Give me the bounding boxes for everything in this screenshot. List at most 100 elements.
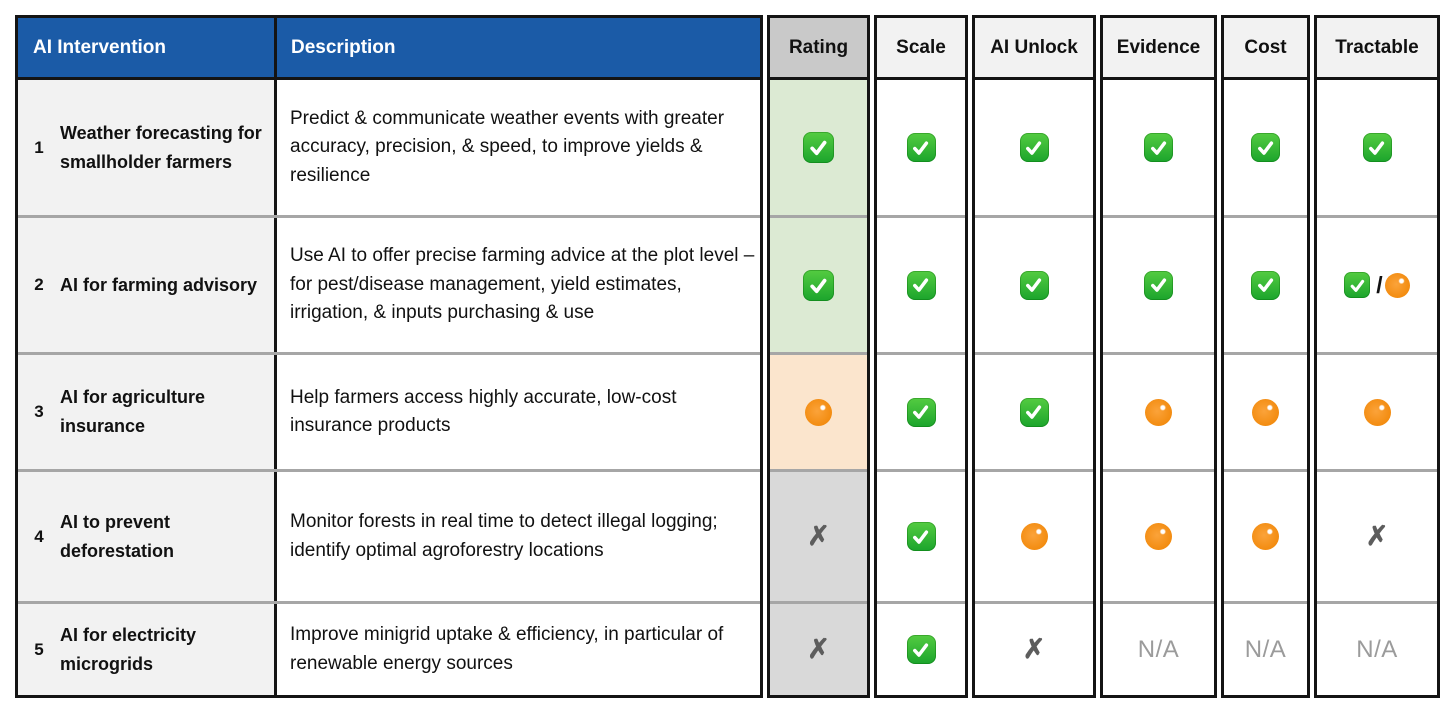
row-number: 5	[34, 639, 44, 659]
row-number: 4	[34, 526, 44, 546]
scale-cell	[877, 80, 965, 215]
column-ai_unlock: AI Unlock ✗	[972, 15, 1096, 698]
table-row: 4 AI to prevent deforestation Monitor fore…	[18, 469, 760, 601]
slash-separator: /	[1376, 271, 1383, 298]
cell-value	[1019, 397, 1049, 427]
header-ai-intervention-label: AI Intervention	[33, 36, 167, 58]
scale-cell	[877, 215, 965, 352]
intervention-title: AI for electricity microgrids	[60, 624, 197, 674]
orange-circle-icon	[1145, 398, 1172, 426]
cell-value	[1020, 523, 1048, 550]
green-check-icon	[906, 133, 936, 162]
description-text: Help farmers access highly accurate, low…	[290, 386, 677, 437]
header-description-label: Description	[291, 36, 396, 58]
cost-cell: N/A	[1224, 601, 1307, 695]
rating-cell	[770, 215, 867, 352]
orange-circle-icon	[1252, 523, 1279, 550]
table-header-row: AI Intervention Description	[18, 18, 760, 80]
intervention-cell: 3 AI for agriculture insurance	[18, 355, 277, 469]
cell-value: N/A	[1245, 636, 1287, 664]
description-text: Monitor forests in real time to detect i…	[290, 511, 718, 561]
cell-value	[1252, 523, 1279, 550]
description-cell: Use AI to offer precise farming advice a…	[277, 218, 760, 352]
column-header-ai_unlock: AI Unlock	[975, 18, 1093, 80]
tractable-cell	[1317, 352, 1437, 469]
intervention-cell: 4 AI to prevent deforestation	[18, 472, 277, 601]
green-check-icon	[1019, 133, 1049, 162]
table-row: 1 Weather forecasting for smallholder far…	[18, 80, 760, 215]
scale-cell	[877, 352, 965, 469]
gray-cross-icon: ✗	[807, 634, 830, 664]
column-header-cost: Cost	[1224, 18, 1307, 80]
column-tractable: Tractable / ✗ N/A	[1314, 15, 1440, 698]
gray-cross-icon: ✗	[1022, 634, 1046, 664]
cell-value	[1362, 133, 1392, 162]
na-label: N/A	[1356, 635, 1398, 663]
intervention-cell: 1 Weather forecasting for smallholder far…	[18, 80, 277, 215]
cell-value: N/A	[1356, 636, 1398, 664]
green-check-icon	[906, 635, 936, 664]
header-ai-intervention: AI Intervention	[18, 18, 277, 77]
tractable-cell	[1317, 80, 1437, 215]
rating-cell: ✗	[770, 601, 867, 695]
column-header-rating: Rating	[770, 18, 867, 80]
green-check-icon	[906, 270, 936, 300]
cell-value	[805, 398, 832, 426]
cell-value: ✗	[1023, 636, 1046, 663]
scale-cell	[877, 601, 965, 695]
green-check-icon	[803, 132, 834, 163]
rating-cell	[770, 80, 867, 215]
orange-circle-icon	[1363, 398, 1391, 426]
cell-value	[1144, 133, 1173, 162]
green-check-icon	[1344, 272, 1371, 298]
description-text: Improve minigrid uptake & efficiency, in…	[290, 624, 724, 674]
evidence-cell	[1103, 215, 1214, 352]
cell-value	[1144, 270, 1173, 300]
table-body-left: 1 Weather forecasting for smallholder far…	[18, 80, 760, 695]
evidence-cell	[1103, 352, 1214, 469]
green-check-icon	[1144, 133, 1173, 162]
cell-value	[1019, 133, 1049, 162]
description-cell: Improve minigrid uptake & efficiency, in…	[277, 604, 760, 695]
column-header-evidence: Evidence	[1103, 18, 1214, 80]
na-label: N/A	[1244, 635, 1287, 663]
column-evidence: Evidence N/A	[1100, 15, 1217, 698]
intervention-title: Weather forecasting for smallholder farm…	[60, 122, 262, 172]
description-cell: Monitor forests in real time to detect i…	[277, 472, 760, 601]
cell-value	[906, 270, 936, 300]
ai_unlock-cell: ✗	[975, 601, 1093, 695]
orange-circle-icon	[1020, 523, 1048, 550]
column-header-tractable: Tractable	[1317, 18, 1437, 80]
green-check-icon	[1144, 270, 1173, 300]
ai_unlock-cell	[975, 352, 1093, 469]
tractable-cell: N/A	[1317, 601, 1437, 695]
tractable-cell: /	[1317, 215, 1437, 352]
cell-value: N/A	[1138, 636, 1180, 664]
orange-circle-icon	[1145, 523, 1172, 550]
ai_unlock-cell	[975, 215, 1093, 352]
column-rating: Rating ✗ ✗	[767, 15, 870, 698]
description-cell: Help farmers access highly accurate, low…	[277, 355, 760, 469]
cell-value	[906, 522, 936, 551]
intervention-cell: 2 AI for farming advisory	[18, 218, 277, 352]
tractable-cell: ✗	[1317, 469, 1437, 601]
cost-cell	[1224, 215, 1307, 352]
evidence-cell	[1103, 469, 1214, 601]
column-scale: Scale	[874, 15, 968, 698]
cell-value: ✗	[807, 523, 830, 550]
cost-cell	[1224, 469, 1307, 601]
green-check-icon	[1251, 270, 1280, 300]
cell-value	[906, 635, 936, 664]
description-text: Predict & communicate weather events wit…	[290, 107, 725, 186]
cell-value	[1145, 523, 1172, 550]
cell-value	[803, 132, 834, 163]
header-description: Description	[277, 18, 760, 77]
description-cell: Predict & communicate weather events wit…	[277, 80, 760, 215]
cell-value: /	[1344, 271, 1410, 298]
green-check-icon	[1019, 270, 1049, 300]
intervention-title: AI to prevent deforestation	[60, 511, 175, 561]
row-number: 2	[34, 275, 44, 294]
intervention-title: AI for agriculture insurance	[60, 387, 206, 436]
cell-value	[1145, 398, 1172, 426]
